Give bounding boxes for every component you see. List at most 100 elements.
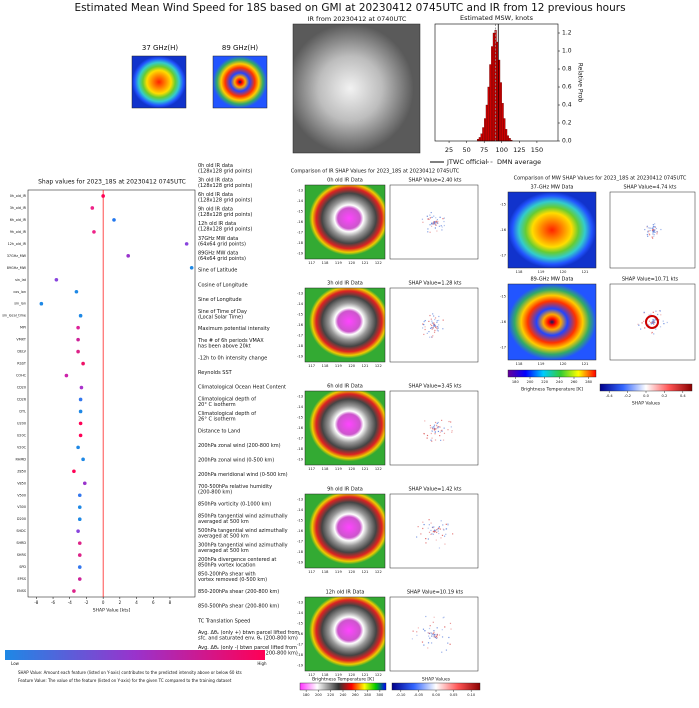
lon-tick-label: 118 [322,673,330,677]
feature-description: averaged at 500 km [198,519,249,525]
feature-description: has been above 20kt [198,344,251,350]
shap-pixel [426,215,428,217]
lon-tick-label: 117 [308,261,315,265]
shap-dot [81,361,85,366]
shap-pixel [649,229,651,232]
feature-label: 3h_old_IR [10,206,27,210]
lon-tick-label: 119 [335,261,343,265]
panel-title: IR from 20230412 at 0740UTC [308,15,407,23]
shap-pixel [437,330,439,332]
feature-label: V300 [17,505,26,509]
x-tick-label: -2 [84,600,88,605]
shap-pixel [653,230,655,233]
shap-pixel [423,644,425,646]
feature-description: 89GHz MW data [198,250,238,256]
shap-pixel [445,528,448,530]
shap-pixel [650,323,653,325]
shap-pixel [437,528,439,530]
shap-pixel [434,428,436,431]
shap-pixel [436,426,438,428]
shap-pixel [442,319,444,321]
colorbar-tick-label: 240 [340,693,348,697]
shap-pixel [416,631,418,633]
feature-description: Maximum potential intensity [198,326,270,332]
shap-pixel [653,321,655,323]
shap-pixel [434,428,436,430]
feature-description: (128x128 grid points) [198,212,252,218]
colorbar-tick-label: 280 [364,693,372,697]
shap-pixel [431,223,433,226]
shap-pixel [440,537,442,539]
x-tick-label: 6 [152,600,155,605]
shap-pixel [431,437,433,439]
shap-pixel [429,314,431,317]
shap-pixel [438,225,441,227]
shap-pixel [434,530,436,533]
shap-pixel [437,430,440,433]
bar [492,32,495,142]
lon-tick-label: 120 [560,270,568,274]
y-tick-label: 0.4 [562,102,572,109]
shap-pixel [432,322,435,324]
shap-pixel [428,320,430,322]
colorbar [299,682,387,691]
shap-pixel [436,230,438,232]
shap-dot [78,409,83,414]
shap-pixel [440,439,442,441]
shap-pixel [433,630,435,632]
lon-tick-label: 118 [516,270,524,274]
bar [508,138,511,142]
colorbar-high: High [257,661,267,666]
shap-pixel [436,327,438,330]
shap-pixel [434,223,437,225]
shap-dot [76,337,80,342]
feature-description: (Local Solar Time) [198,314,243,320]
shap-pixel [442,439,445,441]
feature-description: sfc. and saturated env. θₑ (200-800 km) [198,636,298,642]
shap-pixel [655,310,657,312]
shap-pixel [652,321,654,324]
lon-tick-label: 117 [308,570,315,574]
shap-pixel [430,439,432,441]
bar [480,133,483,142]
shap-pixel [422,323,424,325]
feature-label: SHRD [16,541,26,545]
shap-pixel [422,527,424,530]
feature-description: 26° C isotherm [198,417,236,423]
shap-pixel [436,222,438,225]
shap-pixel [442,528,444,530]
shap-pixel [640,328,642,330]
shap-dot [77,541,82,545]
chart-title: Shap values for 2023_18S at 20230412 074… [38,179,186,186]
lon-tick-label: 122 [375,467,382,471]
shap-pixel [427,538,429,540]
shap-pixel [432,621,434,623]
shap-pixel [438,315,440,318]
feature-label: ENSS [17,589,26,593]
shap-pixel [433,631,435,633]
shap-pixel [434,439,437,441]
x-tick-label: 4 [135,600,138,605]
lon-tick-label: 121 [362,570,369,574]
shap-pixel [438,634,441,636]
lat-tick-label: -19 [297,355,304,359]
shap-pixel [431,328,433,330]
colorbar-tick-label: 0.00 [432,693,441,697]
shap-pixel [648,314,650,316]
feature-label: RHMD [16,457,27,461]
shap-pixel [424,630,426,632]
x-axis-label: SHAP Value [kts] [93,608,131,614]
shap-pixel [654,223,656,225]
shap-pixel [653,333,655,335]
feature-label: 89GHz_MW [7,266,27,270]
feature-description: (128x128 grid points) [198,227,252,233]
lat-tick-label: -13 [297,291,303,295]
lat-tick-label: -14 [297,405,304,409]
panel-title: SHAP Value=10.19 kts [407,590,464,596]
shap-pixel [647,227,649,229]
shap-pixel [438,532,440,535]
shap-pixel [421,327,424,329]
shap-pixel [656,233,658,235]
feature-colorbar [5,650,265,660]
feature-label: DELV [17,350,26,354]
